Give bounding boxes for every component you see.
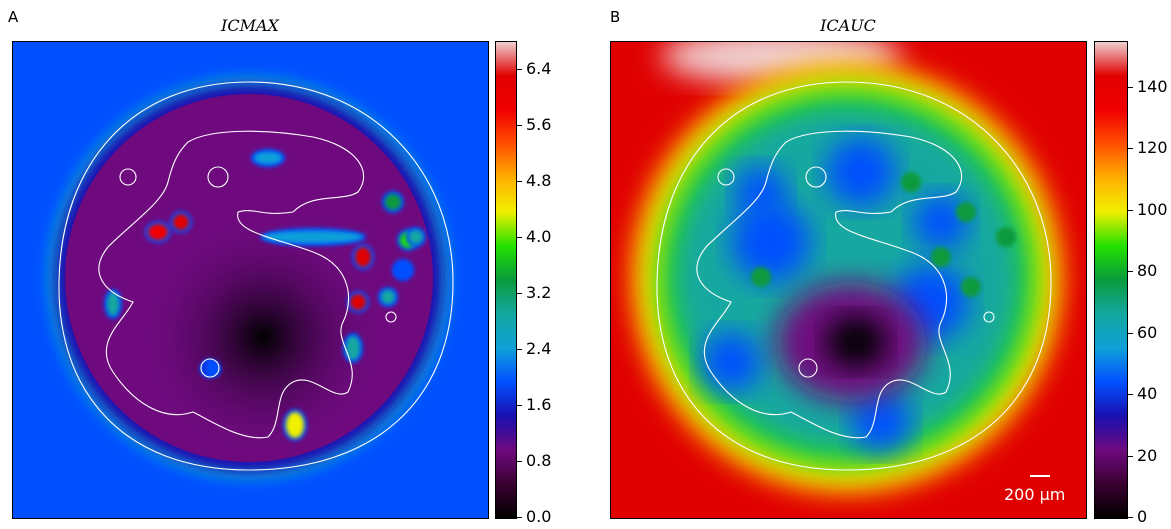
- panel-label-b: B: [610, 8, 621, 26]
- hot-spot: [350, 294, 366, 310]
- colorbar-icmax: [495, 41, 517, 519]
- icmax-colorbar-tick-label: 3.2: [526, 283, 552, 302]
- small-contour: [983, 311, 995, 323]
- hot-spot: [409, 230, 423, 244]
- icauc-colorbar-tick-mark: [1128, 209, 1133, 211]
- contour-lines: [58, 81, 454, 471]
- icauc-colorbar-tick-label: 40: [1137, 384, 1158, 404]
- icmax-colorbar-tick-mark: [517, 405, 522, 406]
- hot-spot: [208, 364, 218, 374]
- icmax-colorbar-tick-mark: [517, 181, 522, 182]
- hot-spot: [956, 202, 976, 222]
- icauc-colorbar-tick-mark: [1128, 148, 1133, 150]
- icmax-colorbar-tick-mark: [517, 461, 522, 462]
- colorbar-icauc: [1094, 41, 1128, 519]
- panel-title-a: ICMAX: [221, 16, 279, 35]
- hot-spot: [355, 247, 371, 267]
- icmax-colorbar-tick-mark: [517, 349, 522, 350]
- inner-contour: [98, 130, 365, 439]
- inner-contour: [696, 130, 963, 439]
- hot-spot: [931, 247, 951, 267]
- icauc-colorbar-tick-mark: [1128, 87, 1133, 89]
- small-contour: [798, 358, 818, 378]
- low-value-patch: [731, 202, 811, 282]
- heatmap-icmax: [12, 41, 489, 519]
- low-value-patch: [701, 332, 761, 392]
- icmax-colorbar-tick-mark: [517, 293, 522, 294]
- heatmap-icauc: [610, 41, 1087, 519]
- hot-spot: [381, 290, 395, 304]
- hot-spot: [961, 277, 981, 297]
- panel-label-a: A: [8, 8, 19, 26]
- hot-spot: [254, 152, 282, 164]
- icmax-colorbar-tick-label: 5.6: [526, 115, 552, 134]
- low-value-patch: [826, 137, 896, 207]
- icauc-colorbar-tick-mark: [1128, 394, 1133, 396]
- scale-bar: [1030, 475, 1050, 477]
- icmax-colorbar-tick-mark: [517, 517, 522, 518]
- small-contour: [200, 358, 220, 378]
- outer-contour: [58, 81, 454, 471]
- icauc-colorbar-tick-label: 100: [1137, 199, 1168, 219]
- icmax-colorbar-tick-label: 0.8: [526, 451, 552, 470]
- icauc-colorbar-tick-mark: [1128, 271, 1133, 273]
- icmax-colorbar-tick-label: 2.4: [526, 339, 552, 358]
- small-contour: [207, 166, 229, 188]
- icauc-colorbar-tick-label: 120: [1137, 138, 1168, 158]
- icmax-colorbar-tick-label: 4.8: [526, 171, 552, 190]
- icmax-colorbar-tick-label: 4.0: [526, 227, 552, 246]
- icmax-colorbar-tick-mark: [517, 237, 522, 238]
- icauc-colorbar-tick-label: 20: [1137, 445, 1158, 465]
- central-minimum: [826, 316, 886, 368]
- small-contour: [717, 168, 735, 186]
- icauc-colorbar-tick-mark: [1128, 332, 1133, 334]
- panel-title-b: ICAUC: [820, 16, 876, 35]
- hot-spot: [148, 224, 168, 240]
- hot-spot: [346, 336, 360, 360]
- contour-lines: [656, 81, 1052, 471]
- central-minimum: [143, 217, 383, 457]
- small-contour: [805, 166, 827, 188]
- hot-spot: [385, 194, 401, 210]
- hot-spot: [107, 292, 119, 316]
- hot-spot: [996, 227, 1016, 247]
- icmax-colorbar-tick-label: 0.0: [526, 507, 552, 526]
- icmax-colorbar-tick-mark: [517, 125, 522, 126]
- icmax-colorbar-tick-label: 1.6: [526, 395, 552, 414]
- low-value-patch: [913, 194, 969, 250]
- hot-spot: [263, 231, 363, 243]
- icauc-colorbar-tick-label: 60: [1137, 322, 1158, 342]
- hot-spot: [751, 267, 771, 287]
- icauc-colorbar-tick-label: 140: [1137, 77, 1168, 97]
- scale-bar-label: 200 µm: [1004, 485, 1066, 504]
- icmax-colorbar-tick-label: 6.4: [526, 59, 552, 78]
- icauc-colorbar-tick-label: 80: [1137, 261, 1158, 281]
- icauc-colorbar-tick-mark: [1128, 455, 1133, 457]
- hot-spot: [395, 262, 411, 278]
- hot-spot: [173, 214, 189, 230]
- outer-contour: [656, 81, 1052, 471]
- icauc-colorbar-tick-mark: [1128, 517, 1133, 518]
- hot-spot: [286, 412, 304, 438]
- icmax-colorbar-tick-mark: [517, 69, 522, 70]
- icauc-colorbar-tick-label: 0: [1137, 507, 1148, 526]
- hot-spot: [901, 172, 921, 192]
- small-contour: [119, 168, 137, 186]
- small-contour: [385, 311, 397, 323]
